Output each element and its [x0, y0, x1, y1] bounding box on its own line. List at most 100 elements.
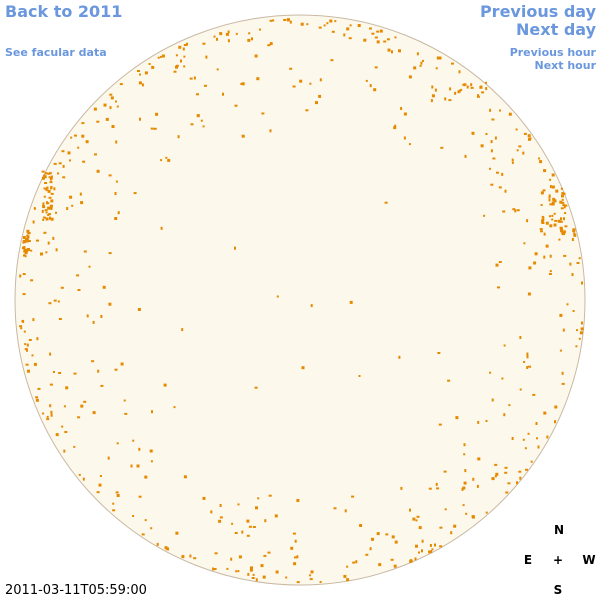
facula — [462, 83, 466, 86]
facula — [110, 96, 114, 100]
facula — [564, 225, 568, 228]
facula — [77, 289, 81, 291]
facula — [52, 236, 55, 240]
facula — [369, 84, 372, 88]
facula — [394, 124, 397, 127]
facula — [120, 362, 124, 366]
facula — [463, 481, 467, 485]
facula — [186, 42, 188, 46]
previous-day-link[interactable]: Previous day — [480, 2, 597, 21]
facula — [262, 575, 266, 579]
facula — [160, 159, 163, 162]
facula — [541, 220, 545, 224]
facula — [575, 345, 578, 348]
next-day-link[interactable]: Next day — [516, 20, 597, 39]
facula — [419, 64, 422, 67]
facula — [485, 511, 488, 514]
facula — [504, 466, 508, 469]
facula — [116, 105, 119, 108]
facula — [536, 437, 538, 440]
facula — [86, 314, 89, 318]
facula — [181, 328, 184, 332]
facula — [573, 232, 576, 235]
facula — [267, 44, 271, 47]
facula — [553, 212, 556, 215]
facula — [552, 197, 556, 201]
facula — [64, 431, 68, 433]
facula — [551, 185, 555, 189]
facula — [63, 449, 66, 453]
facula — [548, 273, 552, 275]
facula — [572, 310, 575, 312]
facula — [496, 171, 499, 174]
facula — [394, 540, 398, 544]
facula — [540, 230, 543, 233]
facula — [255, 578, 258, 582]
facula — [27, 248, 30, 251]
facula — [23, 330, 26, 333]
facula — [189, 554, 192, 558]
facula — [554, 405, 558, 409]
facula — [294, 556, 297, 559]
facula — [561, 198, 564, 201]
facula — [45, 211, 48, 214]
facula — [247, 572, 250, 576]
facula — [505, 491, 509, 494]
back-link[interactable]: Back to 2011 — [5, 2, 122, 21]
facula — [519, 476, 522, 480]
facula — [495, 472, 499, 476]
facula — [436, 487, 440, 490]
facula — [82, 160, 86, 163]
facula — [249, 568, 253, 572]
facula — [24, 251, 28, 255]
facula — [50, 176, 53, 180]
facula — [309, 578, 313, 581]
facula — [25, 249, 28, 252]
facula — [429, 544, 432, 547]
facula — [464, 83, 467, 86]
facula — [519, 336, 522, 339]
facula — [88, 265, 91, 268]
facula — [431, 548, 434, 551]
facula — [49, 404, 52, 408]
facula — [477, 420, 480, 424]
facula — [61, 150, 65, 153]
facula — [491, 477, 494, 480]
facula — [237, 503, 240, 506]
facula — [182, 47, 185, 51]
facular-data-link[interactable]: See facular data — [5, 46, 107, 59]
facula — [73, 372, 77, 375]
facula — [292, 532, 296, 535]
facula — [563, 205, 566, 209]
facula — [503, 413, 506, 417]
facula — [448, 99, 452, 102]
facula — [202, 496, 206, 500]
facula — [61, 425, 64, 428]
next-hour-link[interactable]: Next hour — [535, 59, 597, 72]
facula — [300, 22, 304, 26]
facula — [276, 295, 279, 298]
facula — [150, 527, 153, 530]
previous-hour-link[interactable]: Previous hour — [510, 46, 597, 59]
facula — [494, 475, 497, 478]
facula — [214, 552, 218, 555]
facula — [359, 524, 363, 527]
facula — [535, 422, 538, 425]
sun-disk — [14, 14, 586, 586]
facula — [498, 261, 502, 263]
facula — [551, 218, 554, 221]
facula — [504, 471, 508, 474]
facula — [422, 59, 424, 62]
facula — [222, 92, 224, 96]
facula — [572, 228, 576, 232]
facula — [439, 526, 443, 529]
facula — [274, 514, 278, 518]
facula — [196, 114, 199, 118]
facula — [296, 555, 299, 559]
facula — [116, 494, 120, 497]
facula — [137, 70, 140, 72]
facula — [415, 544, 418, 548]
facula — [180, 59, 182, 63]
facula — [562, 328, 565, 332]
facula — [518, 145, 522, 148]
